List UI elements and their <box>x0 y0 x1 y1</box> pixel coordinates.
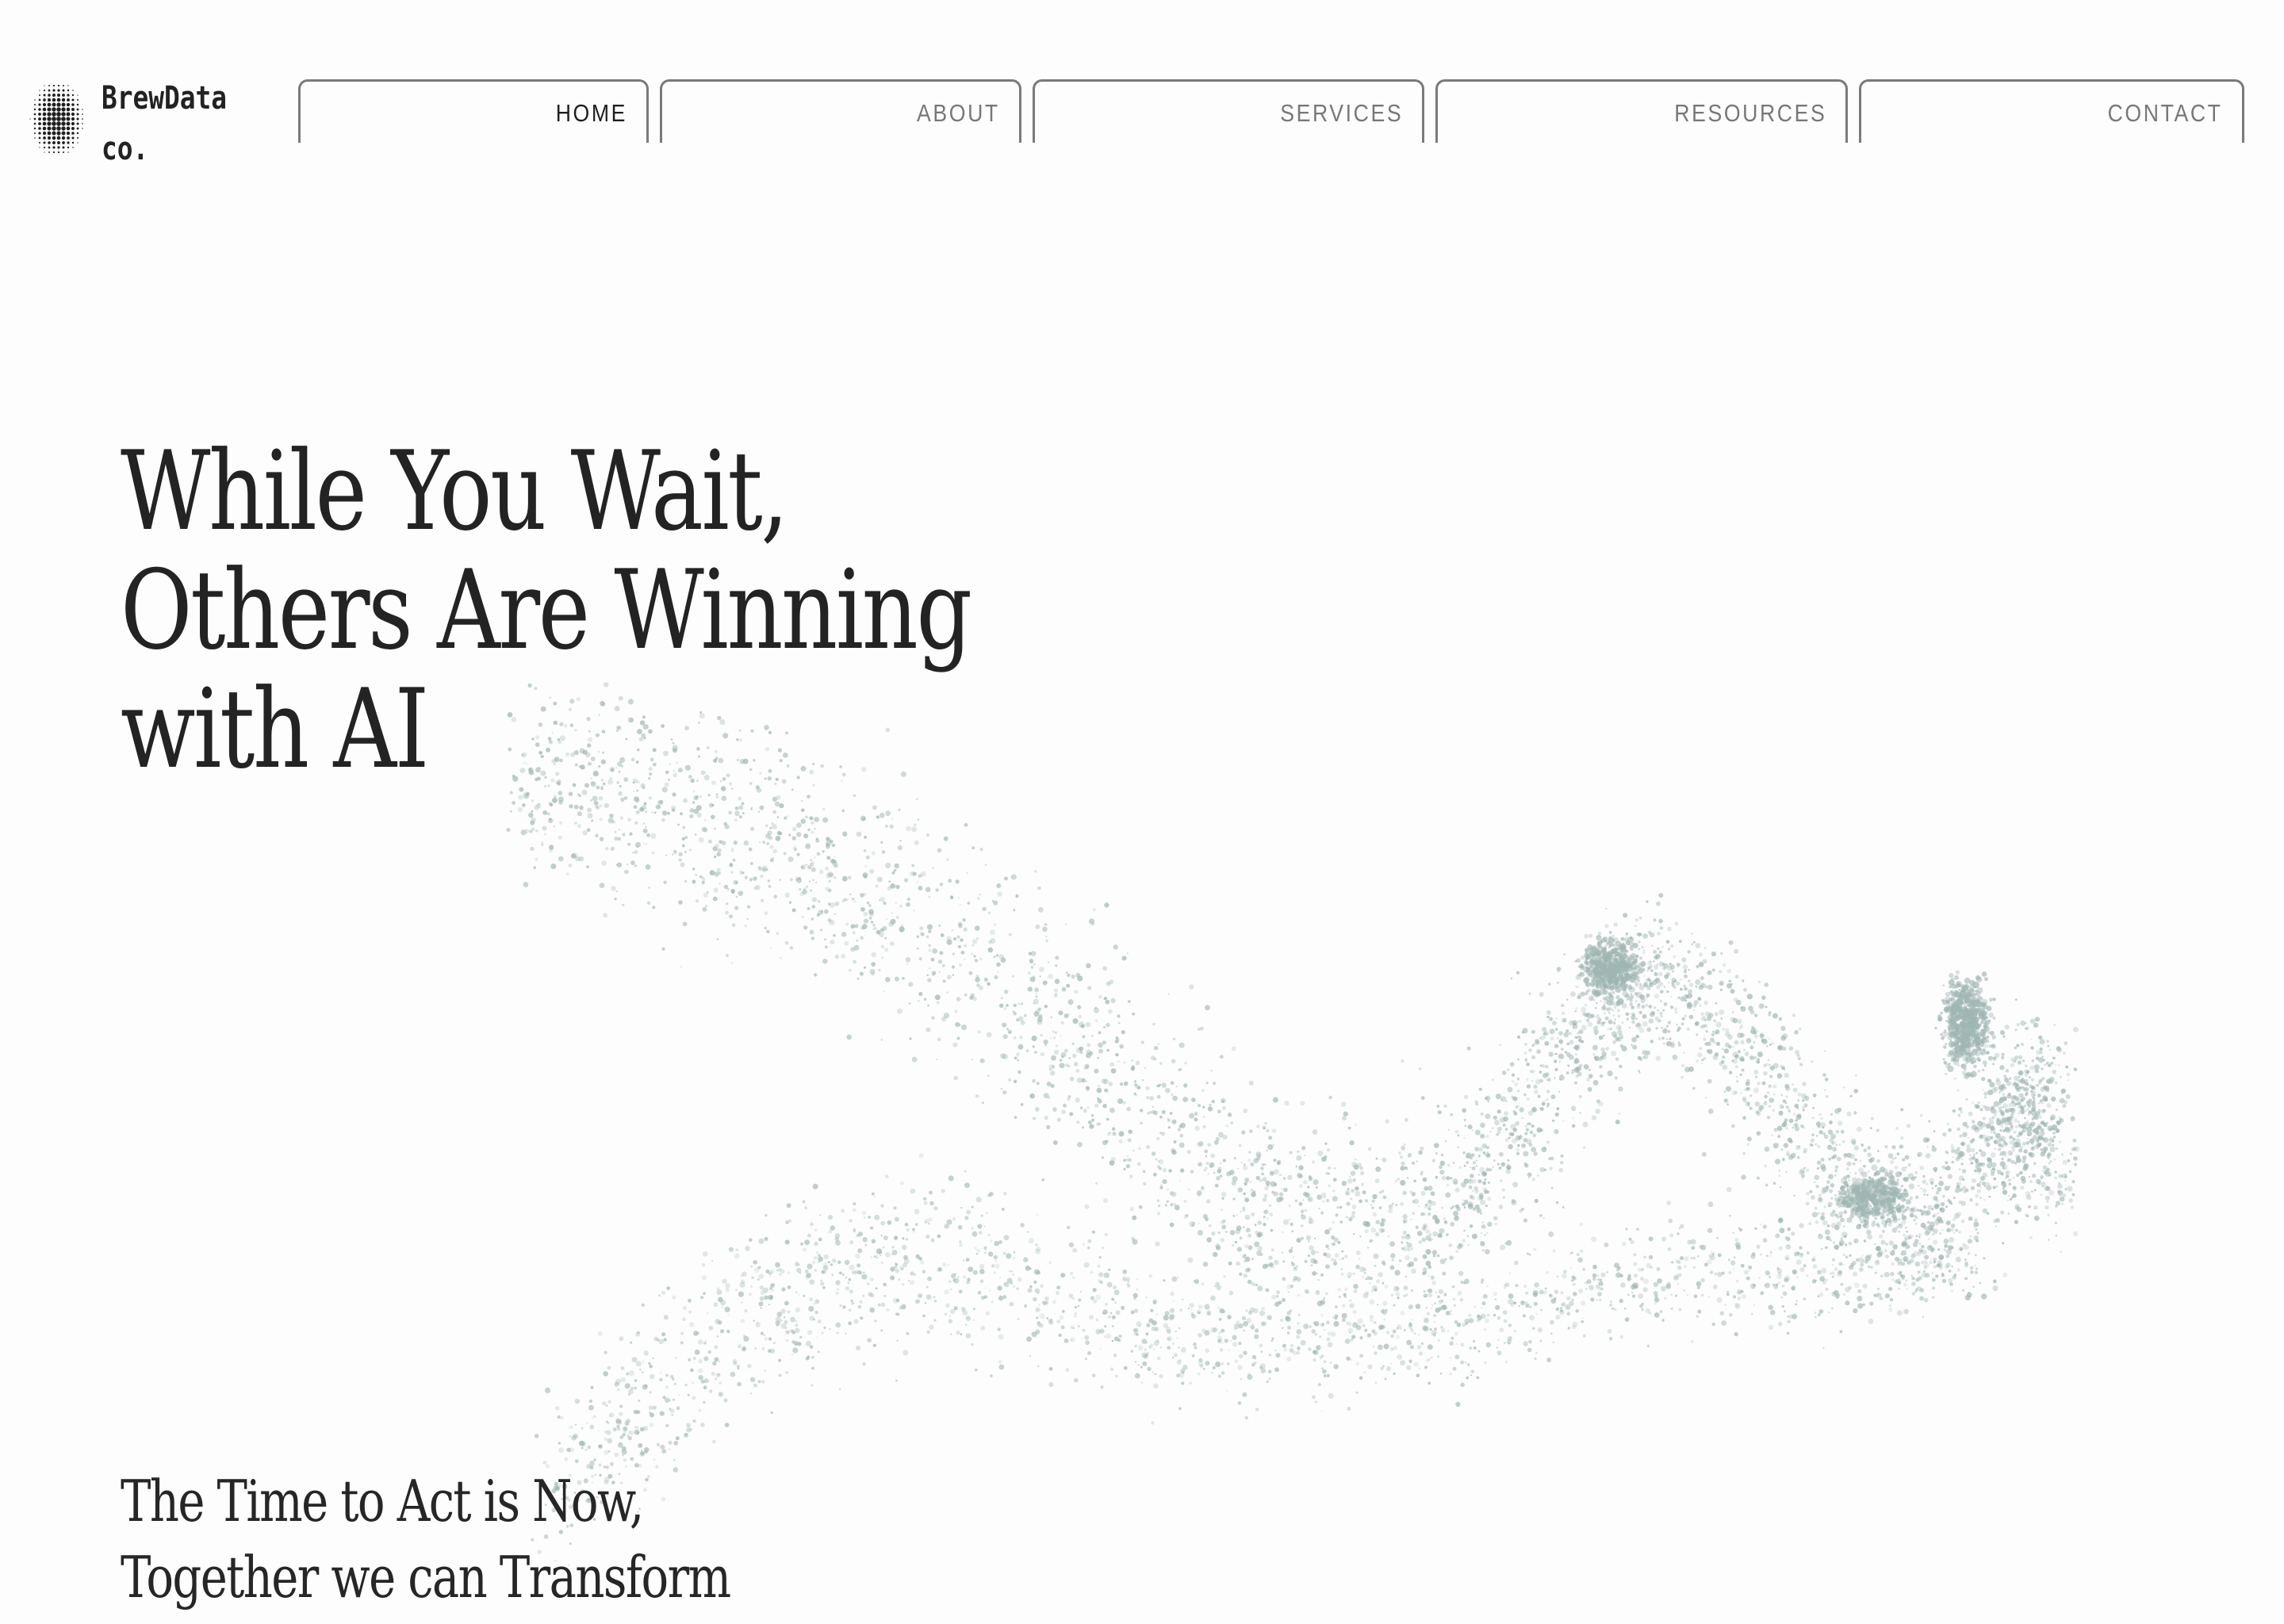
dot-sphere-logo-icon <box>29 84 83 154</box>
nav-tab-resources-label: RESOURCES <box>1673 99 1826 127</box>
nav-tab-services-label: SERVICES <box>1280 99 1403 127</box>
hero-subtitle: The Time to Act is Now, Together we can … <box>121 1463 731 1615</box>
brand-logo[interactable]: BrewData co. <box>29 73 259 168</box>
hero-subtitle-line2: Together we can Transform <box>121 1544 731 1611</box>
nav-tab-about-label: ABOUT <box>917 99 1000 127</box>
nav-tab-contact[interactable]: CONTACT <box>1859 79 2244 143</box>
nav-tab-resources[interactable]: RESOURCES <box>1435 79 1848 143</box>
nav-tab-contact-label: CONTACT <box>2108 99 2223 127</box>
hero-title-line3: with AI <box>121 665 429 793</box>
brand-name-line1: BrewData <box>102 80 227 117</box>
nav-tab-home[interactable]: HOME <box>298 79 649 143</box>
hero-title-line1: While You Wait, <box>121 427 788 555</box>
brand-name: BrewData co. <box>102 73 227 174</box>
nav-tab-home-label: HOME <box>555 99 627 127</box>
hero-title-line2: Others Are Winning <box>121 546 972 674</box>
main-nav: HOME ABOUT SERVICES RESOURCES CONTACT <box>0 79 2284 146</box>
nav-tab-about[interactable]: ABOUT <box>660 79 1021 143</box>
brand-name-line2: co. <box>102 131 149 167</box>
nav-tab-services[interactable]: SERVICES <box>1033 79 1424 143</box>
hero-subtitle-line1: The Time to Act is Now, <box>121 1468 644 1534</box>
hero-title: While You Wait, Others Are Winning with … <box>121 427 972 793</box>
